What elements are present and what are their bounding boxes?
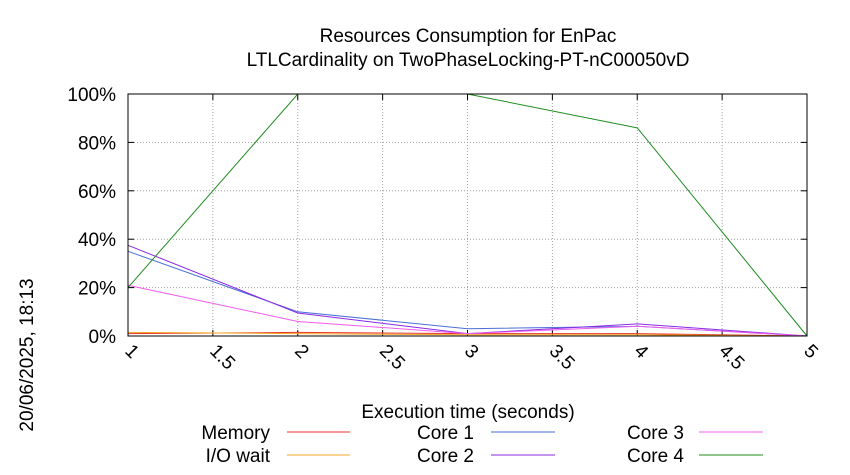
x-tick-label: 3.5 — [545, 341, 579, 375]
y-tick-label: 40% — [78, 230, 116, 251]
y-axis-ticks: 0% 20% 40% 60% 80% 100% — [67, 85, 807, 348]
x-tick-label: 3 — [460, 341, 482, 363]
series-lines — [127, 93, 808, 337]
x-tick-label: 4.5 — [715, 341, 749, 375]
y-tick-label: 100% — [67, 85, 116, 106]
legend-label-core-4: Core 4 — [627, 446, 684, 467]
x-tick-label: 4 — [630, 341, 653, 364]
grid — [128, 94, 807, 336]
x-axis-label: Execution time (seconds) — [361, 402, 574, 423]
legend-label-core-2: Core 2 — [417, 446, 474, 467]
x-tick-label: 1.5 — [205, 341, 239, 375]
x-tick-label: 5 — [799, 341, 821, 363]
x-tick-label: 1 — [120, 341, 142, 363]
y-tick-label: 60% — [78, 182, 116, 203]
legend-label-core-3: Core 3 — [627, 423, 684, 444]
legend-label-i-o-wait: I/O wait — [206, 446, 271, 467]
chart-subtitle: LTLCardinality on TwoPhaseLocking-PT-nC0… — [247, 50, 690, 71]
x-tick-label: 2.5 — [375, 341, 409, 375]
y-tick-label: 80% — [78, 133, 116, 154]
legend-label-memory: Memory — [201, 423, 270, 444]
series-line-core-1 — [127, 250, 808, 337]
x-axis-ticks: 1 1.5 2 2.5 3 3.5 4 4.5 5 — [120, 94, 822, 375]
y-tick-label: 20% — [78, 279, 116, 300]
legend-label-core-1: Core 1 — [417, 423, 474, 444]
plot-frame — [127, 93, 808, 337]
chart-title: Resources Consumption for EnPac — [320, 26, 617, 47]
timestamp-label: 20/06/2025, 18:13 — [17, 278, 38, 431]
series-line-core-3 — [127, 284, 808, 337]
series-line-i-o-wait — [127, 331, 808, 337]
y-tick-label: 0% — [89, 327, 117, 348]
x-tick-label: 2 — [290, 341, 312, 363]
